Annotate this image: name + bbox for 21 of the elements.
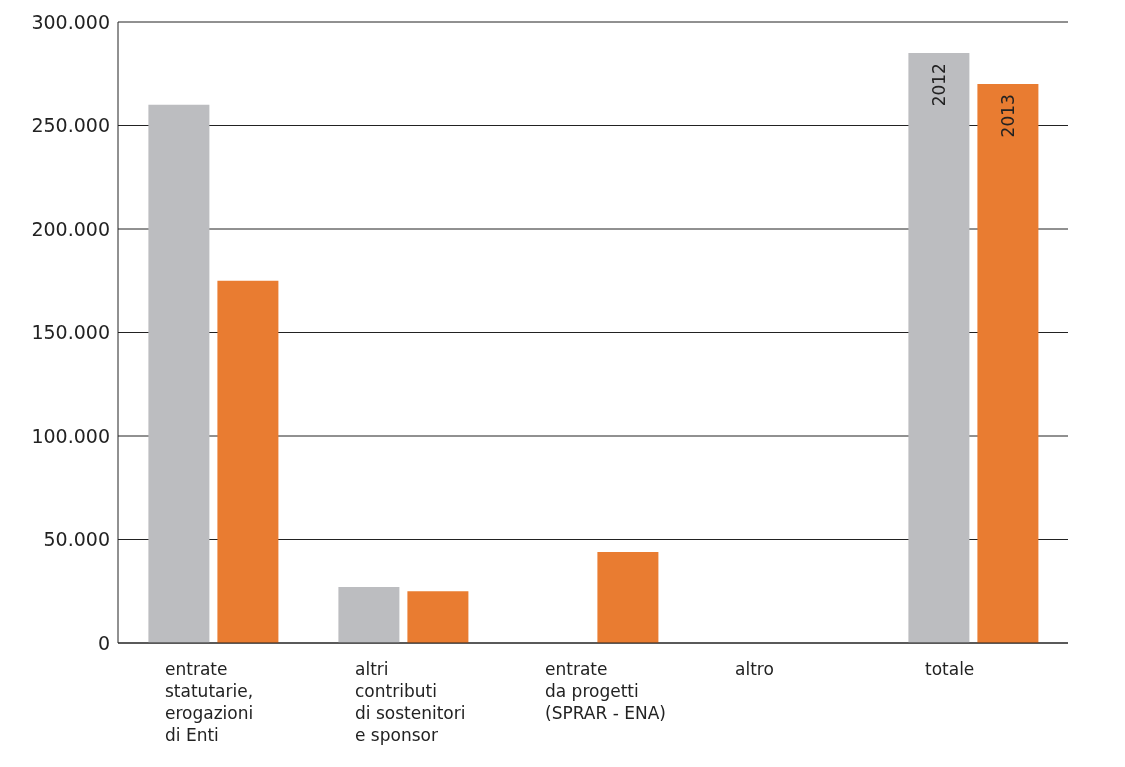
y-tick-label: 200.000 xyxy=(31,217,110,240)
x-tick-label: altro xyxy=(735,659,774,679)
x-tick-label: totale xyxy=(925,659,975,679)
x-tick-label: entrate statutarie, erogazioni di Enti xyxy=(165,659,254,745)
bar xyxy=(597,551,659,643)
bar xyxy=(338,587,400,643)
y-tick-label: 100.000 xyxy=(31,424,110,447)
series-label: 2013 xyxy=(997,94,1018,138)
y-tick-label: 50.000 xyxy=(43,528,110,551)
bar xyxy=(148,104,210,643)
y-tick-label: 0 xyxy=(97,631,110,654)
bar xyxy=(407,591,469,643)
bar xyxy=(908,53,970,643)
y-tick-label: 300.000 xyxy=(31,10,110,33)
y-tick-label: 250.000 xyxy=(31,114,110,137)
bar xyxy=(217,280,279,643)
series-label: 2012 xyxy=(928,63,949,107)
y-tick-label: 150.000 xyxy=(31,321,110,344)
x-tick-label: altri contributi di sostenitori e sponsor xyxy=(355,659,466,745)
x-tick-label: entrate da progetti (SPRAR - ENA) xyxy=(545,659,666,723)
bar xyxy=(977,84,1039,643)
